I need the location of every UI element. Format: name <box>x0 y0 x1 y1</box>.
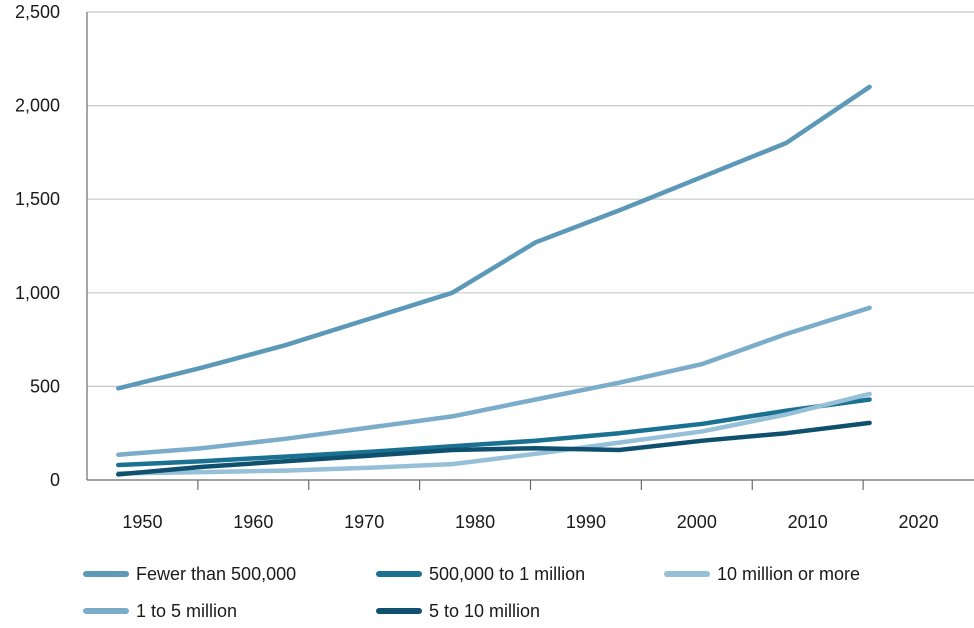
legend-item-2: 10 million or more <box>664 564 860 584</box>
x-tick-label-2020: 2020 <box>899 512 939 532</box>
legend-item-4: 5 to 10 million <box>376 601 540 621</box>
x-tick-label-1980: 1980 <box>455 512 495 532</box>
y-tick-label-1500: 1,500 <box>15 189 60 209</box>
x-tick-label-1960: 1960 <box>233 512 273 532</box>
y-tick-label-2000: 2,000 <box>15 96 60 116</box>
x-tick-label-1990: 1990 <box>566 512 606 532</box>
series-lines <box>116 84 872 477</box>
x-tick-label-1950: 1950 <box>122 512 162 532</box>
y-tick-labels: 0 500 1,000 1,500 2,000 2,500 <box>15 2 60 490</box>
series-line-4 <box>116 420 872 477</box>
y-tick-label-2500: 2,500 <box>15 2 60 22</box>
x-tick-label-2000: 2000 <box>677 512 717 532</box>
y-tick-label-1000: 1,000 <box>15 283 60 303</box>
legend-item-3: 1 to 5 million <box>83 601 237 621</box>
legend-item-0: Fewer than 500,000 <box>83 564 296 584</box>
legend-label: 5 to 10 million <box>429 601 540 621</box>
legend-label: 10 million or more <box>717 564 860 584</box>
legend-label: 1 to 5 million <box>136 601 237 621</box>
y-tick-label-500: 500 <box>30 376 60 396</box>
series-line-2 <box>116 391 872 476</box>
series-line-1 <box>116 397 872 468</box>
legend: Fewer than 500,000 500,000 to 1 million 10… <box>83 564 860 621</box>
x-tick-label-2010: 2010 <box>788 512 828 532</box>
legend-label: 500,000 to 1 million <box>429 564 585 584</box>
x-tick-labels: 1950 1960 1970 1980 1990 2000 2010 2020 <box>122 512 938 532</box>
series-line-3 <box>116 305 872 457</box>
x-tick-label-1970: 1970 <box>344 512 384 532</box>
y-tick-label-0: 0 <box>50 470 60 490</box>
series-line-0 <box>116 84 872 391</box>
gridlines <box>87 11 974 387</box>
legend-item-1: 500,000 to 1 million <box>376 564 585 584</box>
axes <box>86 12 974 490</box>
legend-label: Fewer than 500,000 <box>136 564 296 584</box>
